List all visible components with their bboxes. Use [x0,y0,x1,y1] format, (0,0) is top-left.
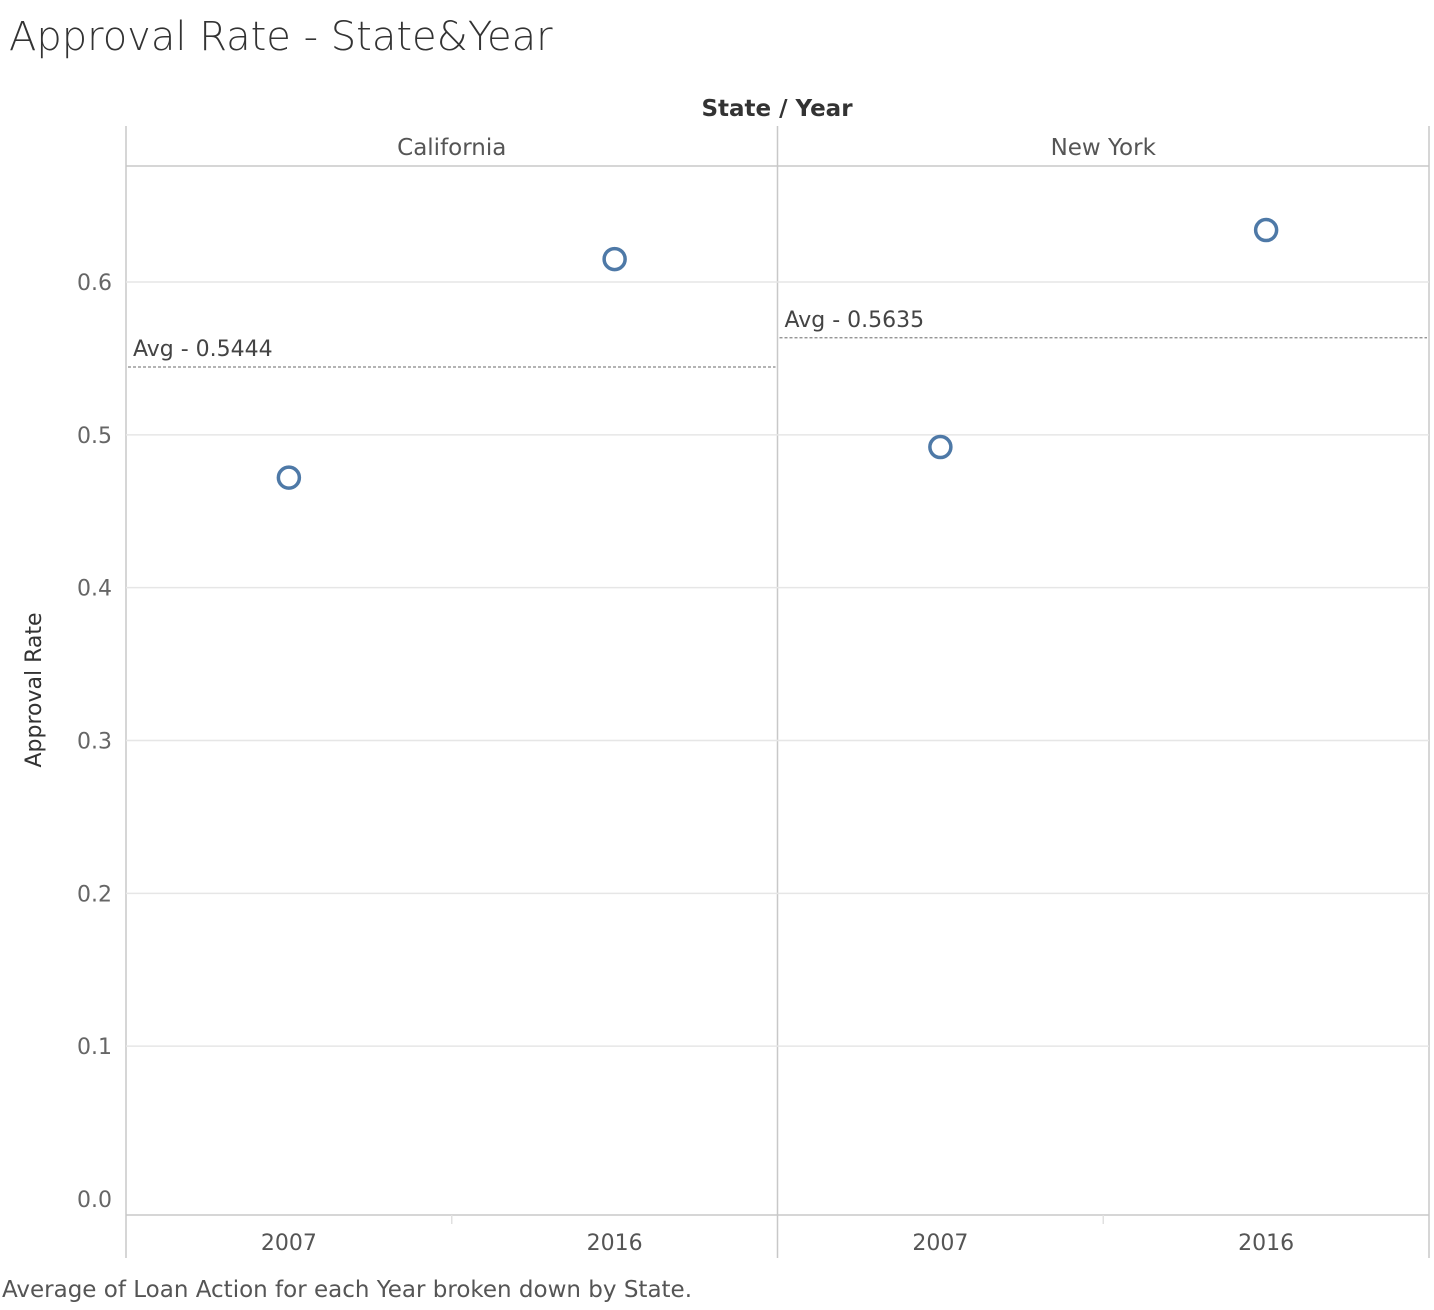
x-tick-label: 2007 [912,1231,968,1256]
data-points [276,217,1279,490]
average-label: Avg - 0.5444 [133,337,273,362]
x-tick-label: 2016 [1238,1231,1294,1256]
scatter-chart: 0.0 0.1 0.2 0.3 0.4 0.5 0.6 California New York… [22,96,1430,1258]
y-tick-label: 0.1 [77,1035,112,1060]
y-axis-ticks: 0.0 0.1 0.2 0.3 0.4 0.5 0.6 [77,271,112,1213]
panel-header: California [397,135,506,161]
y-tick-label: 0.3 [77,730,112,755]
average-label: Avg - 0.5635 [785,308,925,333]
y-tick-label: 0.6 [77,271,112,296]
data-point [928,434,953,460]
y-tick-label: 0.0 [77,1188,112,1213]
y-tick-label: 0.2 [77,882,112,907]
data-point [602,246,627,272]
x-tick-label: 2016 [587,1231,643,1256]
gridlines [126,281,1429,1047]
x-tick-label: 2007 [261,1231,317,1256]
chart-title: Approval Rate - State&Year [9,14,553,60]
data-point [276,465,302,490]
y-tick-label: 0.5 [77,424,112,449]
average-lines: Avg - 0.5444 Avg - 0.5635 [128,308,1427,368]
panel-header: New York [1051,135,1157,161]
y-tick-label: 0.4 [77,577,112,602]
chart-frame [125,126,1430,1258]
data-point [1253,217,1279,243]
x-axis-ticks: 2007 2016 2007 2016 [261,1215,1294,1256]
column-header: State / Year [701,96,853,122]
chart-caption: Average of Loan Action for each Year bro… [2,1277,693,1303]
panel-headers: California New York [397,135,1156,161]
y-axis-label: Approval Rate [22,612,47,767]
